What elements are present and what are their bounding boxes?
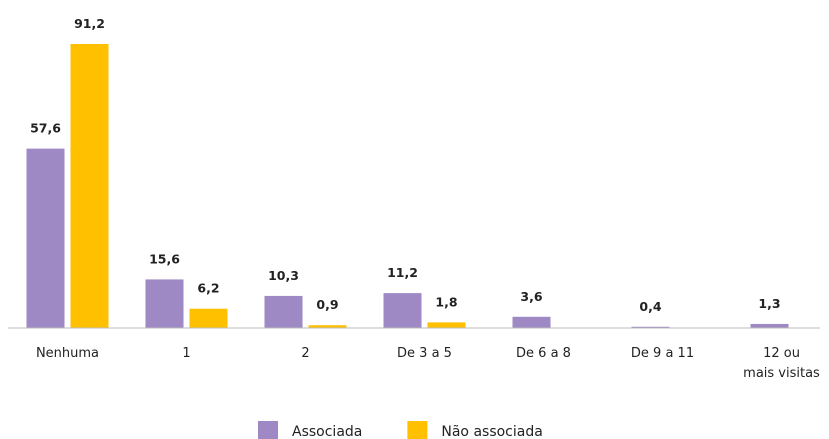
bar — [26, 148, 65, 328]
value-label: 11,2 — [387, 265, 418, 280]
x-tick-label: De 3 a 5 — [397, 346, 452, 361]
x-tick-label: De 9 a 11 — [631, 346, 694, 361]
value-label: 3,6 — [520, 289, 542, 304]
legend-swatch — [258, 421, 278, 439]
x-tick-label: 12 ou mais visitas — [743, 346, 820, 381]
bar — [145, 279, 184, 328]
legend-swatch — [407, 421, 428, 439]
value-label: 10,3 — [268, 268, 299, 283]
value-label: 0,9 — [316, 297, 338, 312]
bar — [750, 323, 789, 328]
value-label: 15,6 — [149, 251, 180, 266]
value-label: 57,6 — [30, 121, 61, 136]
bar — [264, 295, 303, 328]
x-tick-label: 1 — [182, 346, 190, 361]
bar — [631, 326, 670, 328]
value-label: 1,8 — [435, 294, 457, 309]
bar — [427, 322, 466, 328]
bar — [308, 325, 347, 328]
bar — [512, 316, 551, 328]
legend-label: Associada — [292, 424, 362, 439]
value-label: 0,4 — [639, 299, 661, 314]
legend-label: Não associada — [441, 424, 542, 439]
bar — [383, 293, 422, 328]
value-label: 6,2 — [197, 281, 219, 296]
bar — [70, 44, 109, 328]
x-tick-label: Nenhuma — [36, 346, 99, 361]
x-tick-label: 2 — [301, 346, 309, 361]
value-label: 91,2 — [74, 16, 105, 31]
bar — [189, 308, 228, 328]
x-tick-label: De 6 a 8 — [516, 346, 571, 361]
value-label: 1,3 — [758, 296, 780, 311]
